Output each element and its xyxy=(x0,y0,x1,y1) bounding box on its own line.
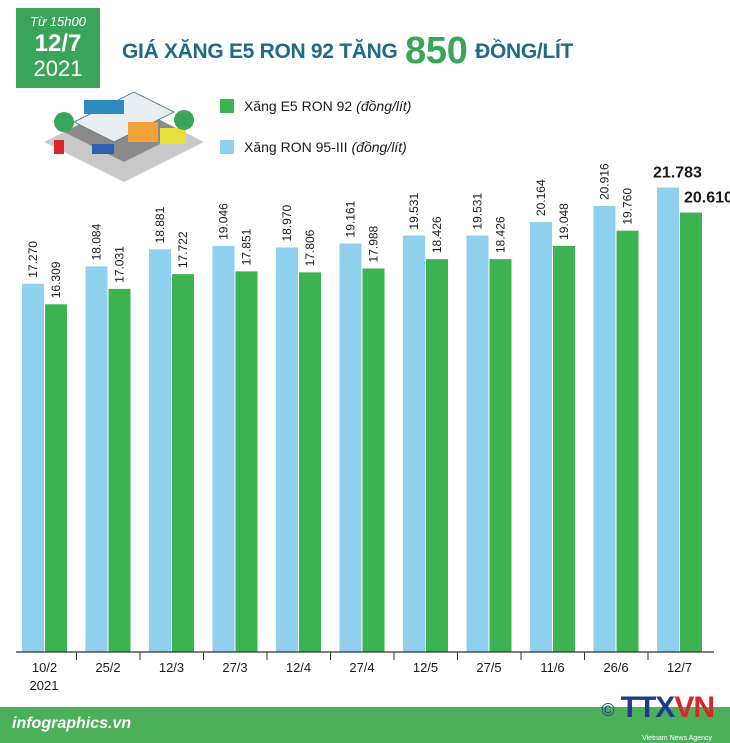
bar-e5 xyxy=(172,274,194,652)
chart-legend: Xăng E5 RON 92 (đồng/lít) Xăng RON 95-II… xyxy=(220,96,411,178)
value-label-e5: 20.610 xyxy=(684,190,730,207)
value-label-e5: 17.988 xyxy=(367,225,381,262)
value-label-ron95: 18.084 xyxy=(90,223,104,260)
bar-e5 xyxy=(235,271,258,652)
bar-ron95 xyxy=(530,222,552,653)
bar-ron95 xyxy=(212,245,235,653)
bar-e5 xyxy=(299,272,321,652)
x-year-label: 2021 xyxy=(30,678,59,693)
brand-tagline: Vietnam News Agency xyxy=(642,735,712,742)
value-label-ron95: 21.783 xyxy=(653,165,702,182)
bar-ron95 xyxy=(466,235,489,652)
bar-ron95 xyxy=(85,266,108,652)
legend-swatch-ron95 xyxy=(220,140,234,154)
title-prefix: GIÁ XĂNG E5 RON 92 TĂNG xyxy=(122,40,398,63)
bar-ron95 xyxy=(593,206,616,652)
bar-ron95 xyxy=(22,283,44,652)
value-label-e5: 19.048 xyxy=(557,203,571,240)
brand-suffix: VN xyxy=(674,691,715,724)
gas-station-illustration-icon xyxy=(44,91,204,182)
date-year: 2021 xyxy=(33,56,83,81)
value-label-ron95: 20.916 xyxy=(598,163,612,200)
x-tick-label: 26/6 xyxy=(603,660,628,675)
date-badge: Từ 15h00 12/7 2021 xyxy=(16,8,100,88)
x-tick-label: 11/6 xyxy=(540,660,564,675)
bar-e5 xyxy=(362,268,385,652)
legend-item-e5: Xăng E5 RON 92 (đồng/lít) xyxy=(220,96,411,116)
value-label-e5: 17.806 xyxy=(303,229,317,266)
bar-e5 xyxy=(489,259,512,652)
title-suffix: ĐỒNG/LÍT xyxy=(475,40,574,63)
value-label-e5: 17.722 xyxy=(176,231,190,268)
bar-ron95 xyxy=(403,235,425,652)
value-label-e5: 17.851 xyxy=(240,228,254,265)
value-label-e5: 18.426 xyxy=(430,216,444,253)
bar-e5 xyxy=(108,288,131,652)
bar-ron95 xyxy=(276,247,298,652)
agency-logo: © TTXVN xyxy=(601,691,715,724)
footer: infographics.vn © TTXVN Vietnam News Age… xyxy=(0,693,730,743)
bar-e5 xyxy=(45,304,67,652)
legend-item-ron95: Xăng RON 95-III (đồng/lít) xyxy=(220,137,411,157)
x-tick-label: 25/2 xyxy=(95,660,120,675)
value-label-e5: 18.426 xyxy=(494,216,508,253)
value-label-ron95: 19.161 xyxy=(344,200,358,237)
chart-title: GIÁ XĂNG E5 RON 92 TĂNG 850 ĐỒNG/LÍT xyxy=(122,30,573,73)
legend-label-ron95: Xăng RON 95-III xyxy=(244,139,348,155)
x-tick-label: 12/4 xyxy=(286,660,311,675)
x-tick-label: 12/5 xyxy=(413,660,438,675)
value-label-ron95: 19.531 xyxy=(471,193,485,230)
value-label-e5: 17.031 xyxy=(113,246,127,283)
bar-e5 xyxy=(680,212,702,652)
legend-unit-ron95: (đồng/lít) xyxy=(351,139,407,155)
value-label-ron95: 19.046 xyxy=(217,203,231,240)
x-tick-label: 27/4 xyxy=(349,660,374,675)
value-label-e5: 16.309 xyxy=(49,261,63,298)
legend-unit-e5: (đồng/lít) xyxy=(356,98,412,114)
x-tick-label: 27/5 xyxy=(476,660,501,675)
copyright-icon: © xyxy=(601,700,615,720)
bar-e5 xyxy=(616,230,639,652)
bar-ron95 xyxy=(657,187,679,653)
value-label-ron95: 17.270 xyxy=(26,241,40,278)
title-number: 850 xyxy=(405,30,468,72)
legend-label-e5: Xăng E5 RON 92 xyxy=(244,98,353,114)
x-tick-label: 10/2 xyxy=(32,660,57,675)
legend-swatch-e5 xyxy=(220,99,234,113)
date-from-time: Từ 15h00 xyxy=(30,14,86,29)
bar-ron95 xyxy=(339,243,362,652)
bar-e5 xyxy=(553,245,575,652)
brand-name: TTXVN xyxy=(620,691,715,724)
x-tick-label: 12/3 xyxy=(159,660,184,675)
value-label-e5: 19.760 xyxy=(621,188,635,225)
x-tick-label: 12/7 xyxy=(667,660,692,675)
value-label-ron95: 18.970 xyxy=(280,205,294,242)
bar-e5 xyxy=(426,259,448,652)
value-label-ron95: 18.881 xyxy=(153,206,167,243)
brand-prefix: TTX xyxy=(620,691,676,724)
footer-site: infographics.vn xyxy=(12,715,132,732)
bar-ron95 xyxy=(149,249,171,653)
date-day: 12/7 xyxy=(34,30,82,57)
value-label-ron95: 20.164 xyxy=(534,179,548,216)
x-tick-label: 27/3 xyxy=(222,660,247,675)
value-label-ron95: 19.531 xyxy=(407,193,421,230)
